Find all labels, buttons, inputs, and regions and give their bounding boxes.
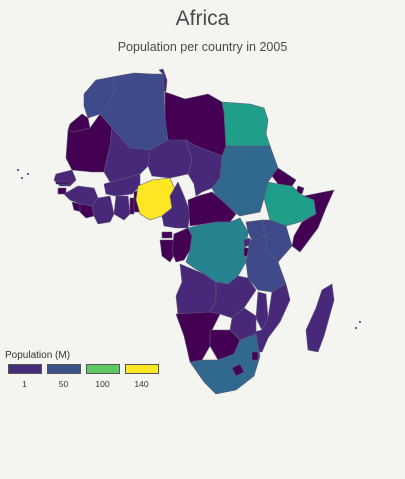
map-subtitle: Population per country in 2005 [117, 40, 288, 54]
region-tunisia: Tunisia [158, 68, 168, 93]
legend: Population (M) 1 50 100 140 [5, 350, 161, 389]
region-ghana: Ghana [113, 195, 131, 221]
legend-title: Population (M) [5, 350, 71, 361]
legend-item: 1 [5, 364, 44, 389]
region-gambia: Gambia [55, 181, 71, 185]
legend-scale: 1 50 100 140 [5, 364, 161, 389]
region-south-africa: South Africa [189, 333, 261, 395]
region-cote-d-ivoire: Cote d'Ivoire [91, 195, 115, 225]
region-egypt: Egypt [221, 101, 271, 147]
region-togo: Togo [129, 197, 135, 215]
legend-label: 140 [134, 379, 149, 389]
region-guinea: Guinea [63, 185, 99, 207]
region-mali: Mali [103, 127, 151, 183]
legend-swatch [46, 364, 81, 374]
legend-item: 50 [44, 364, 83, 389]
region-madagascar: Madagascar [305, 283, 335, 353]
legend-swatch [85, 364, 120, 374]
region-eritrea: Eritrea [271, 167, 297, 187]
island-marker [27, 173, 29, 175]
island-marker [359, 321, 361, 323]
region-chad: Chad [185, 139, 223, 197]
map-title: Africa [175, 7, 230, 30]
region-mozambique: Mozambique [253, 283, 291, 353]
legend-swatch [124, 364, 159, 374]
legend-label: 50 [58, 379, 69, 389]
island-marker [355, 327, 357, 329]
region-gabon: Gabon [159, 239, 177, 263]
region-burkina-faso: Burkina Faso [103, 173, 141, 197]
legend-item: 100 [83, 364, 122, 389]
region-equatorial-guinea: Equatorial Guinea [161, 231, 173, 239]
island-marker [21, 177, 23, 179]
legend-label: 100 [95, 379, 110, 389]
legend-item: 140 [122, 364, 161, 389]
legend-swatch [7, 364, 42, 374]
region-liberia: Liberia [79, 203, 95, 219]
region-central-african-republic: Central African Republic [187, 191, 237, 227]
region-guinea-bissau: Guinea-Bissau [57, 187, 67, 195]
region-lesotho: Lesotho [231, 363, 245, 377]
island-marker [17, 169, 19, 171]
legend-label: 1 [22, 379, 27, 389]
region-cameroon: Cameroon [161, 181, 191, 229]
region-swaziland: Swaziland [251, 351, 259, 361]
